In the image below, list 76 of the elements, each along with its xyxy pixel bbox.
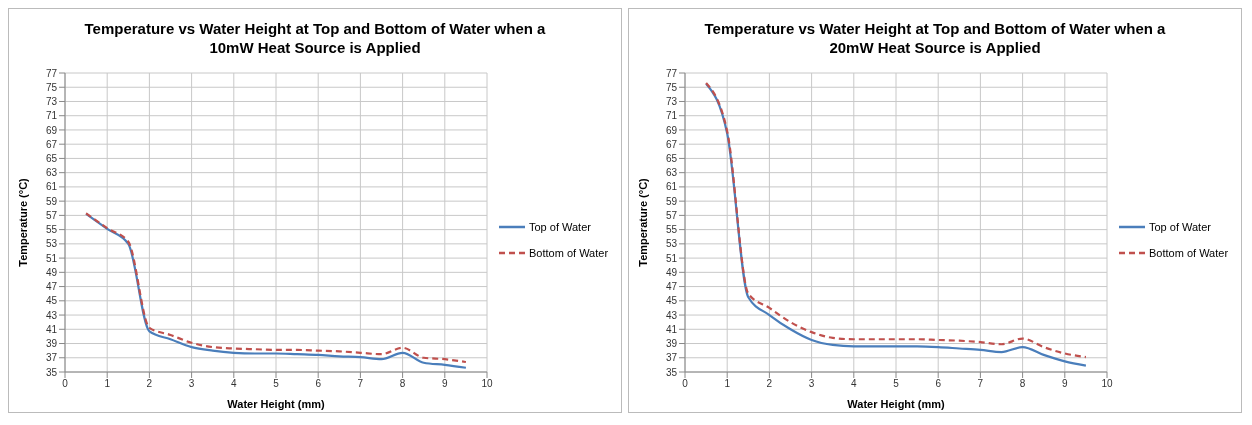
y-tick-label: 77 — [665, 67, 678, 79]
y-tick-label: 39 — [45, 338, 58, 350]
y-tick-label: 73 — [665, 96, 678, 108]
y-tick-label: 75 — [45, 81, 58, 93]
y-tick-label: 77 — [45, 67, 58, 79]
y-tick-label: 71 — [45, 110, 58, 122]
x-tick-label: 6 — [315, 378, 322, 390]
y-tick-label: 57 — [665, 209, 678, 221]
x-axis-title: Water Height (mm) — [227, 398, 326, 410]
y-tick-label: 61 — [665, 181, 678, 193]
y-tick-label: 67 — [45, 138, 58, 150]
y-axis-title: Temperature (°C) — [636, 177, 649, 267]
y-tick-label: 67 — [665, 138, 678, 150]
x-tick-label: 3 — [188, 378, 195, 390]
x-tick-label: 3 — [808, 378, 815, 390]
y-tick-label: 63 — [665, 167, 678, 179]
legend-label: Top of Water — [1149, 220, 1211, 233]
y-tick-label: 55 — [45, 224, 58, 236]
y-tick-label: 73 — [45, 96, 58, 108]
x-tick-label: 6 — [935, 378, 942, 390]
y-tick-label: 45 — [45, 295, 58, 307]
x-tick-label: 5 — [273, 378, 280, 390]
y-tick-label: 61 — [45, 181, 58, 193]
x-tick-label: 2 — [766, 378, 773, 390]
x-tick-label: 7 — [977, 378, 984, 390]
x-tick-label: 7 — [357, 378, 364, 390]
x-tick-label: 10 — [481, 378, 493, 390]
y-tick-label: 35 — [45, 366, 58, 378]
y-tick-label: 59 — [45, 195, 58, 207]
x-tick-label: 1 — [724, 378, 731, 390]
x-tick-label: 2 — [146, 378, 153, 390]
y-tick-label: 41 — [45, 323, 58, 335]
y-tick-label: 71 — [665, 110, 678, 122]
y-tick-label: 43 — [45, 309, 58, 321]
y-tick-label: 75 — [665, 81, 678, 93]
y-tick-label: 51 — [45, 252, 58, 264]
x-tick-label: 1 — [104, 378, 111, 390]
y-tick-label: 47 — [45, 281, 58, 293]
y-tick-label: 69 — [665, 124, 678, 136]
legend-label: Bottom of Water — [529, 246, 609, 259]
legend-label: Top of Water — [529, 220, 591, 233]
y-tick-label: 53 — [45, 238, 58, 250]
x-tick-label: 10 — [1101, 378, 1113, 390]
y-axis-title: Temperature (°C) — [16, 177, 29, 267]
x-tick-label: 4 — [231, 378, 238, 390]
y-tick-label: 57 — [45, 209, 58, 221]
y-tick-label: 39 — [665, 338, 678, 350]
x-tick-label: 8 — [399, 378, 406, 390]
y-tick-label: 43 — [665, 309, 678, 321]
y-tick-label: 59 — [665, 195, 678, 207]
chart-title: Temperature vs Water Height at Top and Bottom of Water when a 20mW Heat Source is Applied — [703, 19, 1167, 58]
x-tick-label: 0 — [62, 378, 69, 390]
y-tick-label: 45 — [665, 295, 678, 307]
y-tick-label: 41 — [665, 323, 678, 335]
y-tick-label: 53 — [665, 238, 678, 250]
y-tick-label: 37 — [45, 352, 58, 364]
y-tick-label: 51 — [665, 252, 678, 264]
y-tick-label: 69 — [45, 124, 58, 136]
y-tick-label: 55 — [665, 224, 678, 236]
x-axis-title: Water Height (mm) — [847, 398, 946, 410]
y-tick-label: 37 — [665, 352, 678, 364]
y-tick-label: 49 — [665, 266, 678, 278]
x-tick-label: 5 — [893, 378, 900, 390]
x-tick-label: 9 — [442, 378, 449, 390]
y-tick-label: 63 — [45, 167, 58, 179]
y-tick-label: 65 — [45, 152, 58, 164]
y-tick-label: 49 — [45, 266, 58, 278]
chart-title: Temperature vs Water Height at Top and Bottom of Water when a 10mW Heat Source is Applied — [83, 19, 547, 58]
x-tick-label: 4 — [851, 378, 858, 390]
y-tick-label: 47 — [665, 281, 678, 293]
y-tick-label: 35 — [665, 366, 678, 378]
y-tick-label: 65 — [665, 152, 678, 164]
x-tick-label: 9 — [1062, 378, 1069, 390]
legend-label: Bottom of Water — [1149, 246, 1229, 259]
x-tick-label: 8 — [1019, 378, 1026, 390]
x-tick-label: 0 — [682, 378, 689, 390]
